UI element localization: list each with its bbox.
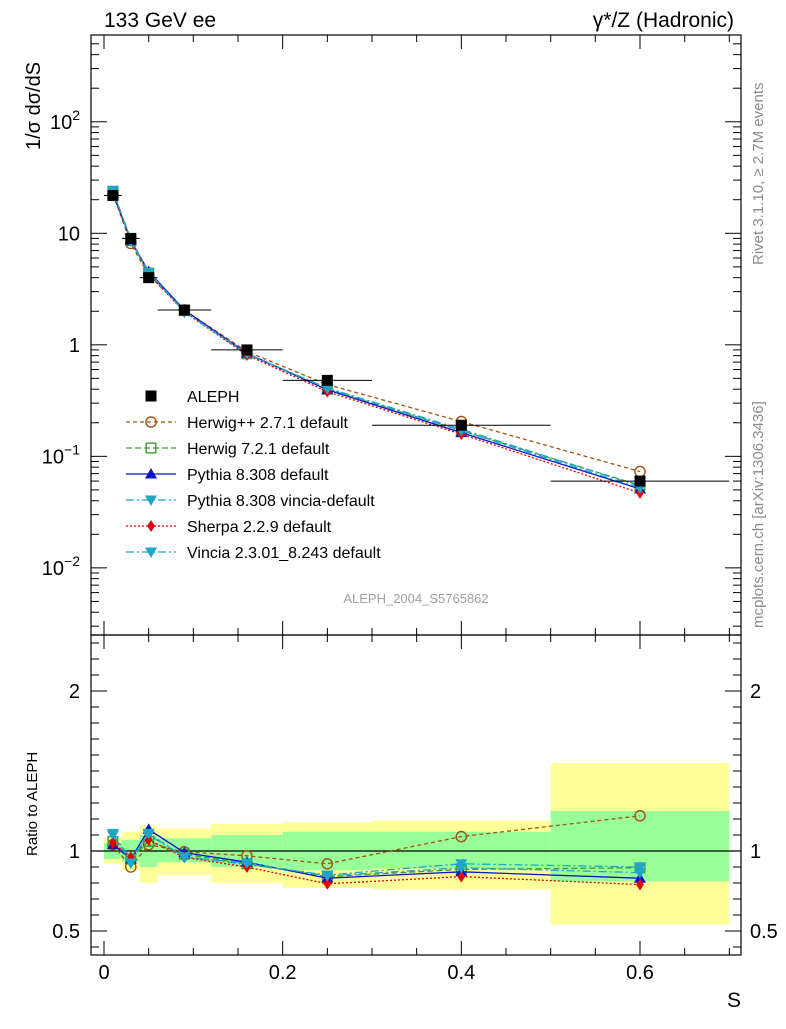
data-point-4 [241, 344, 253, 356]
data-point-0 [107, 190, 119, 202]
main-y-tick-label-2: 1 [69, 335, 80, 357]
ratio-point-sherpa-0 [109, 837, 117, 849]
legend-marker-vincia [145, 547, 157, 558]
ratio-frame [90, 634, 742, 956]
axes-group: 0 0.2 0.4 0.6 10−2 10−1 1 10 102 0.5 0.5 1 1 2 2 [42, 34, 778, 984]
ratio-y-tick-label-left-2: 2 [69, 681, 80, 703]
data-point-2 [143, 272, 155, 284]
main-line-vincia [112, 190, 641, 489]
ratio-y-tick-label-left-0: 0.5 [52, 921, 80, 943]
main-y-tick-label-0: 10−2 [42, 553, 80, 580]
ratio-line-sherpa [112, 839, 641, 886]
legend-label-5: Sherpa 2.2.9 default [187, 519, 332, 536]
ratio-y-tick-label-right-1: 1 [750, 841, 761, 863]
ratio-line-herwigpp [112, 815, 641, 869]
main-y-axis-label: 1/σ dσ/dS [23, 62, 45, 150]
legend-marker-pythia_vincia [145, 495, 157, 506]
legend-label-0: ALEPH [187, 389, 239, 406]
ratio-point-vincia-7 [634, 868, 646, 879]
ratio-series-group [106, 810, 646, 891]
ratio-point-pythia_vincia-7 [634, 862, 646, 873]
ratio-point-sherpa-5 [323, 877, 332, 890]
ratio-point-herwigpp-7 [634, 810, 646, 822]
rivet-version-label: Rivet 3.1.10, ≥ 2.7M events [750, 83, 767, 266]
x-tick-label-1: 0.2 [269, 962, 297, 984]
ratio-y-tick-label-right-2: 2 [750, 681, 761, 703]
legend: ALEPH Herwig++ 2.7.1 default Herwig 7.2.1 … [126, 389, 381, 562]
x-axis-label: S [727, 989, 741, 1012]
legend-label-3: Pythia 8.308 default [187, 467, 329, 484]
right-title: γ*/Z (Hadronic) [593, 9, 734, 32]
ratio-point-vincia-5 [321, 871, 334, 882]
ratio-point-vincia-4 [240, 858, 253, 869]
left-title: 133 GeV ee [104, 9, 216, 32]
ratio-point-sherpa-2 [144, 833, 153, 846]
ratio-y-axis-label: Ratio to ALEPH [24, 752, 41, 856]
data-point-6 [455, 419, 467, 431]
data-point-7 [634, 475, 646, 487]
data-point-1 [125, 232, 137, 244]
x-tick-label-0: 0 [98, 962, 109, 984]
main-y-tick-label-3: 10 [58, 223, 80, 245]
ratio-y-tick-label-left-1: 1 [69, 841, 80, 863]
legend-label-4: Pythia 8.308 vincia-default [187, 493, 375, 510]
main-y-tick-label-4: 102 [50, 107, 80, 134]
ratio-point-vincia-6 [455, 863, 468, 874]
main-y-tick-label-1: 10−1 [42, 441, 80, 468]
legend-marker-herwig7 [145, 442, 157, 454]
ratio-point-vincia-2 [142, 828, 155, 840]
legend-marker-data [145, 390, 157, 402]
legend-label-2: Herwig 7.2.1 default [187, 441, 330, 458]
ratio-point-vincia-0 [106, 828, 119, 840]
ratio-point-vincia-3 [178, 852, 191, 864]
main-point-vincia-5 [321, 384, 334, 395]
ratio-y-tick-label-right-0: 0.5 [750, 921, 778, 943]
analysis-label: ALEPH_2004_S5765862 [343, 591, 488, 606]
ratio-line-vincia [112, 832, 641, 877]
data-point-5 [321, 374, 333, 386]
mcplots-label: mcplots.cern.ch [arXiv:1306.3436] [750, 401, 767, 628]
legend-marker-pythia [145, 468, 157, 479]
main-data-points [104, 190, 730, 487]
ratio-point-sherpa-6 [457, 870, 466, 883]
legend-label-6: Vincia 2.3.01_8.243 default [187, 545, 381, 562]
ratio-point-herwigpp-6 [455, 830, 468, 843]
ratio-uncertainty-bands [91, 763, 741, 925]
x-tick-label-3: 0.6 [626, 962, 654, 984]
legend-marker-herwigpp [145, 416, 157, 428]
x-tick-label-2: 0.4 [447, 962, 475, 984]
ratio-point-vincia-1 [124, 858, 137, 869]
legend-marker-sherpa [147, 520, 155, 532]
legend-label-1: Herwig++ 2.7.1 default [187, 415, 349, 432]
main-line-herwigpp [112, 193, 641, 473]
data-point-3 [178, 304, 190, 316]
ratio-point-sherpa-7 [636, 878, 644, 891]
ratio-point-herwigpp-5 [321, 858, 334, 870]
